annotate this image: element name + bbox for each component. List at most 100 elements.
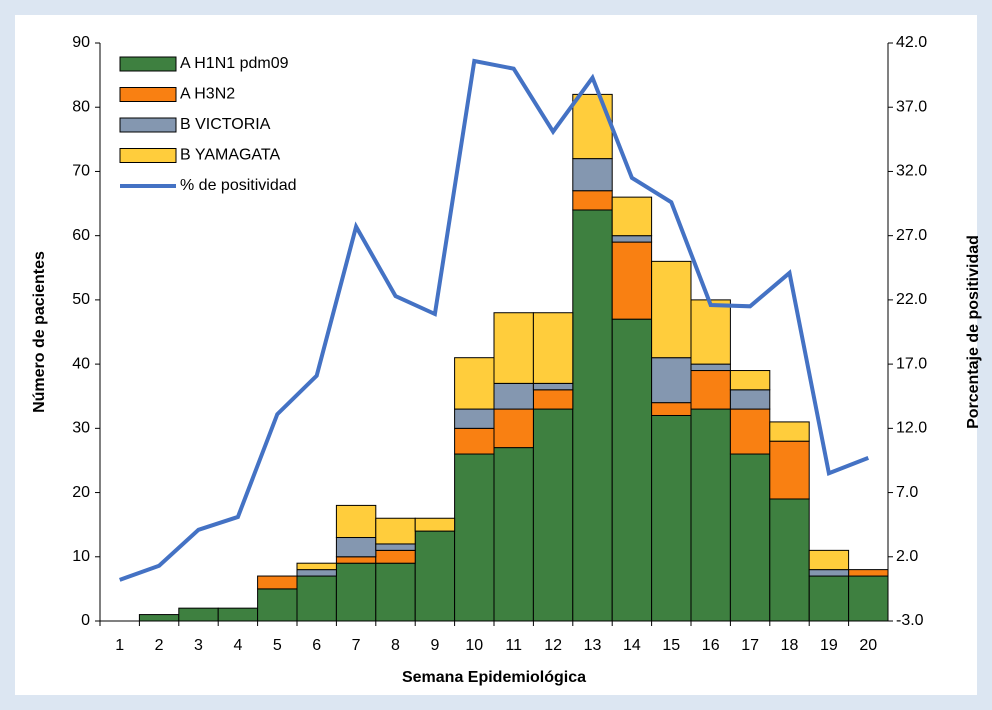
line-series — [119, 58, 870, 582]
y2-tick-label: 42.0 — [896, 34, 927, 51]
bar-segment — [651, 357, 692, 404]
y2-tick-label: 37.0 — [896, 98, 927, 115]
legend-swatch — [119, 148, 177, 163]
y-tick-label: 80 — [72, 98, 90, 115]
x-tick-label: 5 — [273, 637, 282, 654]
bar-segment — [808, 549, 850, 571]
bar-segment — [572, 190, 613, 211]
bar-segment — [217, 607, 259, 622]
y-tick-label: 30 — [72, 420, 90, 437]
y-tick-label: 70 — [72, 163, 90, 180]
bar-segment — [651, 260, 692, 359]
bar-segment — [532, 408, 574, 622]
bar-segment — [493, 382, 534, 410]
bar-segment — [532, 389, 574, 410]
bar-segment — [454, 357, 495, 410]
bar-segment — [257, 575, 298, 590]
x-axis-title: Semana Epidemiológica — [402, 669, 586, 686]
legend-label: % de positividad — [180, 177, 297, 194]
x-tick-label: 3 — [194, 637, 203, 654]
bar-segment — [296, 575, 337, 622]
bar-segment — [611, 241, 653, 320]
bar-segment — [651, 402, 692, 416]
bar-segment — [848, 569, 889, 577]
y2-tick-label: 2.0 — [896, 548, 918, 565]
x-tick-label: 16 — [702, 637, 720, 654]
bar-segment — [769, 440, 810, 500]
x-tick-label: 1 — [115, 637, 124, 654]
y-tick-label: 90 — [72, 34, 90, 51]
bar-segment — [611, 318, 653, 622]
x-tick-label: 18 — [781, 637, 799, 654]
y-tick-label: 40 — [72, 355, 90, 372]
bar-segment — [296, 562, 337, 571]
bar-segment — [808, 569, 850, 577]
bar-segment — [414, 517, 456, 532]
bar-segment — [335, 562, 377, 622]
bar-segment — [572, 93, 613, 160]
bar-segment — [690, 370, 731, 410]
y-tick-label: 0 — [81, 612, 90, 629]
x-tick-label: 9 — [430, 637, 439, 654]
bar-segment — [335, 537, 377, 558]
y-tick-label: 60 — [72, 227, 90, 244]
x-tick-label: 6 — [312, 637, 321, 654]
y2-tick-label: 22.0 — [896, 291, 927, 308]
x-tick-label: 17 — [741, 637, 759, 654]
legend-swatch — [119, 56, 177, 72]
y2-tick-label: 17.0 — [896, 355, 927, 372]
bar-segment — [375, 562, 416, 622]
legend-label: A H3N2 — [180, 86, 235, 103]
bar-segment — [493, 447, 534, 622]
x-tick-label: 2 — [155, 637, 164, 654]
bar-segment — [532, 312, 574, 384]
x-tick-label: 8 — [391, 637, 400, 654]
y2-tick-label: 27.0 — [896, 227, 927, 244]
bar-segment — [532, 382, 574, 391]
bar-segment — [729, 370, 771, 391]
bar-segment — [296, 569, 337, 577]
bar-segment — [611, 196, 653, 237]
legend-swatch — [119, 117, 177, 133]
bar-segment — [178, 607, 219, 622]
y-tick-label: 10 — [72, 548, 90, 565]
bar-segment — [335, 504, 377, 539]
bar-segment — [729, 453, 771, 622]
y-tick-label: 20 — [72, 484, 90, 501]
legend-swatch — [119, 87, 177, 102]
legend-label: B YAMAGATA — [180, 147, 281, 164]
bar-segment — [848, 575, 889, 622]
x-tick-label: 10 — [465, 637, 483, 654]
y2-tick-label: 7.0 — [896, 484, 918, 501]
y2-axis-title: Porcentaje de positividad — [965, 235, 982, 429]
bar-segment — [375, 543, 416, 551]
x-tick-label: 20 — [859, 637, 877, 654]
bar-segment — [572, 209, 613, 622]
bar-segment — [138, 614, 180, 622]
x-tick-label: 11 — [505, 637, 522, 654]
bar-segment — [651, 414, 692, 622]
x-tick-label: 14 — [623, 637, 641, 654]
x-tick-label: 12 — [544, 637, 562, 654]
bar-segment — [257, 588, 298, 622]
bar-segment — [493, 312, 534, 384]
bar-segment — [690, 408, 731, 622]
bar-segment — [769, 421, 810, 442]
x-tick-label: 4 — [233, 637, 242, 654]
y2-tick-label: 12.0 — [896, 420, 927, 437]
bar-segment — [454, 453, 495, 622]
bar-segment — [729, 389, 771, 410]
bar-segment — [611, 235, 653, 243]
bar-segment — [375, 549, 416, 564]
bar-segment — [690, 299, 731, 365]
bar-segment — [454, 408, 495, 429]
bar-segment — [729, 408, 771, 455]
bar-segment — [769, 498, 810, 622]
y-axis-title: Número de pacientes — [31, 251, 48, 413]
x-tick-label: 7 — [352, 637, 361, 654]
y-tick-label: 50 — [72, 291, 90, 308]
bar-segment — [454, 427, 495, 455]
y2-tick-label: 32.0 — [896, 163, 927, 180]
legend-label: A H1N1 pdm09 — [180, 55, 289, 72]
